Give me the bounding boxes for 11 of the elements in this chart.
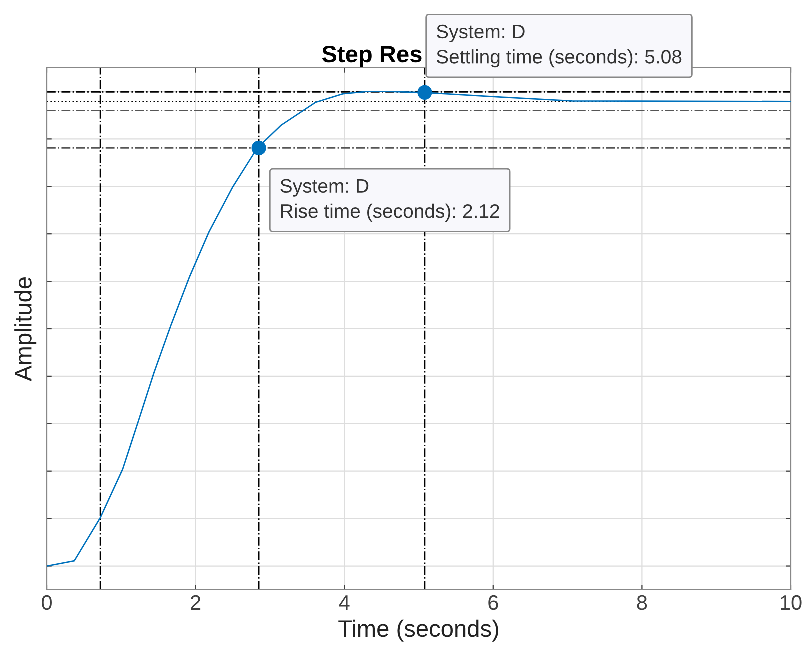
x-tick-label: 0 (42, 595, 52, 610)
x-tick-label: 10 (781, 595, 802, 610)
y-axis-title: Amplitude (14, 278, 37, 382)
x-axis-title: Time (seconds) (338, 620, 498, 642)
x-tick-label: 4 (339, 596, 350, 610)
x-tick-label: 8 (637, 595, 648, 610)
annotation: System: D Rise time (seconds): 2.12 (280, 179, 500, 222)
chart-title: Step Res (322, 46, 422, 68)
x-tick-label: 6 (488, 595, 498, 610)
annotation: System: D Settling time (seconds): 5.08 (436, 24, 682, 68)
x-tick-label: 2 (191, 595, 201, 610)
